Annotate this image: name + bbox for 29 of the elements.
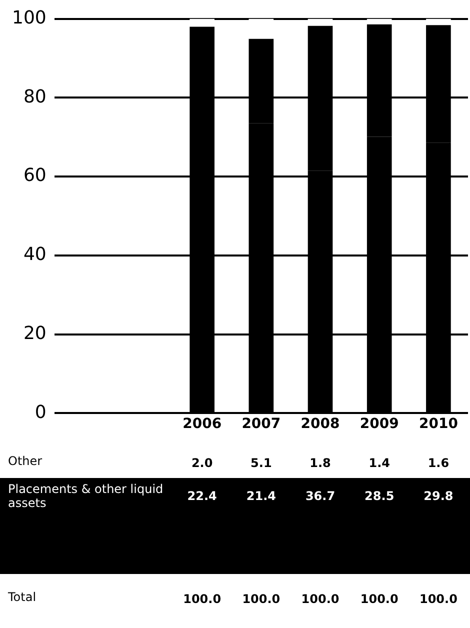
x-tick-label: 2010 <box>418 416 458 432</box>
data-label: 1.6 <box>428 456 450 470</box>
data-label: 22.4 <box>187 489 217 503</box>
data-label: 36.7 <box>305 489 336 503</box>
text: Other <box>8 454 42 468</box>
data-label: 21.4 <box>246 489 276 503</box>
y-tick-label: 80 <box>23 86 46 108</box>
y-tick-label: 60 <box>23 165 46 186</box>
x-tick-label: 2006 <box>182 416 222 432</box>
text: 100.0 <box>301 592 340 606</box>
text: Placements & other liquid assets <box>8 482 164 510</box>
text: 100.0 <box>183 592 222 606</box>
text: 100.0 <box>360 592 398 606</box>
data-label: 28.5 <box>364 489 394 503</box>
y-tick-label: 0 <box>34 402 46 423</box>
x-tick-label: 2008 <box>300 416 340 432</box>
y-tick-label: 40 <box>23 244 46 266</box>
x-tick-label: 2007 <box>242 416 281 432</box>
y-tick-label: 100 <box>12 7 46 28</box>
text: Total <box>8 590 36 604</box>
x-tick-label: 2009 <box>360 416 399 432</box>
data-label: 2.0 <box>191 456 213 470</box>
text: 100.0 <box>242 592 280 606</box>
data-label: 5.1 <box>250 456 272 470</box>
data-label: 1.4 <box>368 456 390 470</box>
text: 100.0 <box>419 592 458 606</box>
data-label: 1.8 <box>310 456 331 470</box>
data-label: 29.8 <box>424 489 454 503</box>
y-tick-label: 20 <box>23 322 46 344</box>
